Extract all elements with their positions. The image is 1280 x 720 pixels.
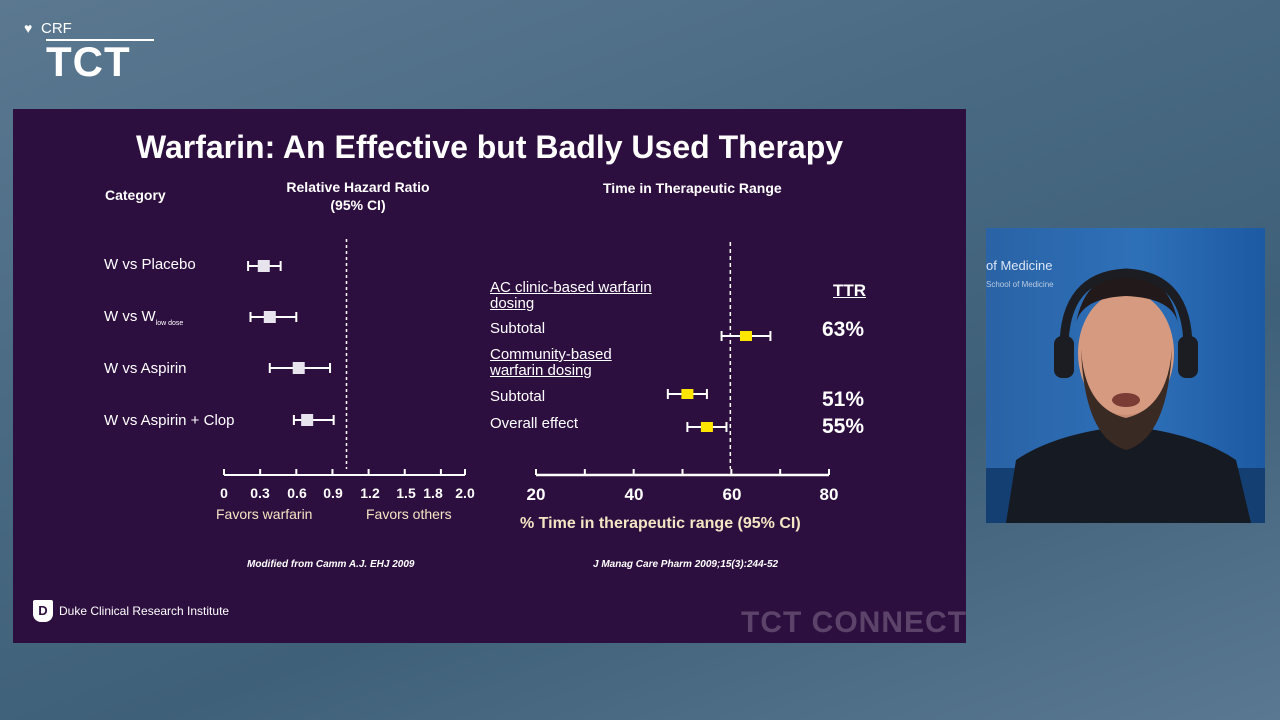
hr-point-marker bbox=[292, 362, 305, 374]
presenter-shirt bbox=[1006, 426, 1251, 523]
ttr-x-axis-label: % Time in therapeutic range (95% CI) bbox=[520, 515, 801, 532]
left-source: Modified from Camm A.J. EHJ 2009 bbox=[247, 559, 415, 570]
category-header: Category bbox=[105, 187, 166, 203]
row-label-low-dose: W vs Wlow dose bbox=[104, 308, 183, 327]
headphone-right-cup bbox=[1178, 336, 1198, 378]
row-label-low-dose-sub: low dose bbox=[155, 320, 184, 327]
hr-tick-0-9: 0.9 bbox=[323, 485, 343, 501]
hr-tick-0-3: 0.3 bbox=[250, 485, 270, 501]
favors-warfarin-label: Favors warfarin bbox=[216, 506, 313, 522]
webcam-wall-subtext: School of Medicine bbox=[986, 280, 1054, 289]
hr-tick-1-5: 1.5 bbox=[396, 485, 416, 501]
ttr-tick-60: 60 bbox=[722, 485, 742, 504]
hr-tick-0-6: 0.6 bbox=[287, 485, 307, 501]
presenter-face bbox=[1078, 291, 1174, 415]
row-label-placebo: W vs Placebo bbox=[104, 256, 196, 273]
hr-tick-1-8: 1.8 bbox=[423, 485, 443, 501]
group-label-ac-clinic: AC clinic-based warfarin dosing bbox=[490, 279, 652, 312]
duke-shield-icon: D bbox=[33, 600, 53, 622]
slide-title: Warfarin: An Effective but Badly Used Th… bbox=[135, 129, 844, 165]
group-label-community: Community-based warfarin dosing bbox=[490, 346, 612, 379]
presenter-hair bbox=[1076, 275, 1178, 323]
ttr-point-marker bbox=[739, 331, 752, 341]
ttr-value-1: 63% bbox=[822, 318, 865, 341]
logo-divider bbox=[46, 39, 154, 41]
duke-logo: D Duke Clinical Research Institute bbox=[33, 600, 229, 622]
hr-header-line2: (95% CI) bbox=[330, 197, 386, 213]
hr-header-line1: Relative Hazard Ratio bbox=[286, 179, 430, 195]
hr-point-marker bbox=[263, 311, 276, 323]
presentation-slide: Warfarin: An Effective but Badly Used Th… bbox=[13, 109, 966, 643]
tct-logo: ♥ CRF TCT bbox=[24, 18, 154, 88]
row-label-aspirin: W vs Aspirin bbox=[104, 360, 187, 377]
hr-point-marker bbox=[301, 414, 314, 426]
ttr-tick-40: 40 bbox=[624, 485, 644, 504]
headphones-icon bbox=[1059, 268, 1193, 349]
right-source: J Manag Care Pharm 2009;15(3):244-52 bbox=[593, 559, 779, 570]
presenter-mouth bbox=[1112, 393, 1140, 407]
hr-tick-1-2: 1.2 bbox=[360, 485, 380, 501]
presenter-webcam: of Medicine School of Medicine bbox=[986, 228, 1265, 523]
tct-connect-watermark: TCT CONNECT bbox=[741, 606, 966, 639]
presenter-video-image bbox=[986, 268, 1265, 523]
row-label-subtotal-1: Subtotal bbox=[490, 320, 546, 337]
ttr-point-marker bbox=[700, 422, 713, 432]
hr-header: Relative Hazard Ratio (95% CI) bbox=[258, 179, 458, 213]
presenter-beard bbox=[1081, 348, 1172, 450]
row-label-aspirin-clop: W vs Aspirin + Clop bbox=[104, 412, 235, 429]
hr-tick-0: 0 bbox=[220, 485, 228, 501]
headphone-left-cup bbox=[1054, 336, 1074, 378]
ttr-value-2: 51% bbox=[822, 388, 865, 411]
ttr-column-header: TTR bbox=[833, 281, 867, 300]
hr-point-marker bbox=[257, 260, 270, 272]
duke-logo-text: Duke Clinical Research Institute bbox=[59, 604, 230, 618]
ttr-tick-20: 20 bbox=[526, 485, 546, 504]
crf-label: CRF bbox=[41, 20, 72, 37]
ttr-point-marker bbox=[681, 389, 694, 399]
forest-plot-layer bbox=[223, 239, 830, 477]
webcam-wall-text: of Medicine bbox=[986, 258, 1053, 273]
tct-label: TCT bbox=[46, 38, 131, 85]
ttr-chart-header: Time in Therapeutic Range bbox=[603, 180, 782, 196]
ttr-tick-80: 80 bbox=[819, 485, 839, 504]
favors-others-label: Favors others bbox=[366, 506, 452, 522]
row-label-subtotal-2: Subtotal bbox=[490, 388, 546, 405]
row-label-low-dose-main: W vs W bbox=[104, 308, 156, 325]
row-label-overall: Overall effect bbox=[490, 415, 579, 432]
ttr-value-overall: 55% bbox=[822, 415, 865, 438]
hr-tick-2-0: 2.0 bbox=[455, 485, 475, 501]
heart-icon: ♥ bbox=[24, 20, 33, 36]
